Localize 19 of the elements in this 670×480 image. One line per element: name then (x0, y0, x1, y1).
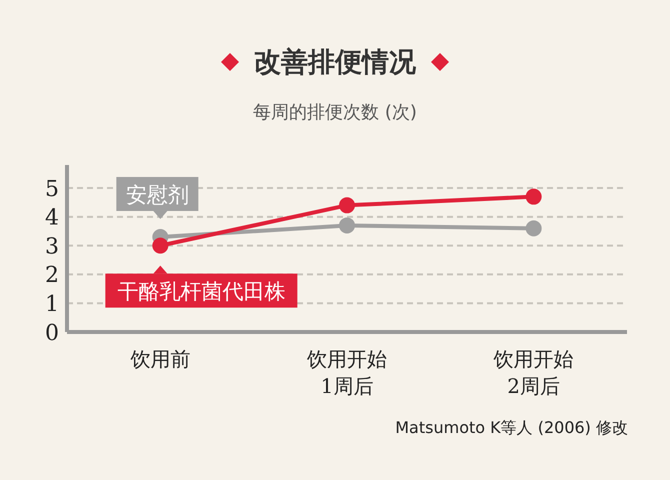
text: Matsumoto K等人 (2006) 修改 (395, 418, 628, 439)
point (526, 188, 542, 205)
point (339, 197, 355, 214)
point (152, 238, 168, 254)
y-tick-label: 3 (45, 234, 59, 260)
x-tick-label: 饮用前 (129, 347, 190, 371)
x-tick-label: 饮用开始 1周后 (306, 347, 387, 398)
y-tick-label: 2 (45, 263, 59, 288)
y-tick-label: 1 (45, 292, 59, 318)
y-tick-label: 5 (45, 176, 59, 202)
point (526, 220, 542, 236)
legend-label: 干酪乳杆菌代田株 (117, 280, 286, 304)
series-label: 安慰剂 (126, 182, 189, 207)
y-tick-label: 0 (45, 320, 59, 346)
point (339, 217, 355, 234)
y-tick-label: 4 (45, 206, 59, 231)
chart-subtitle: 每周的排便次数 (次) (252, 101, 418, 124)
chart-title: 改善排便情况 (254, 46, 416, 80)
x-tick-label: 饮用开始 2周后 (492, 347, 574, 398)
